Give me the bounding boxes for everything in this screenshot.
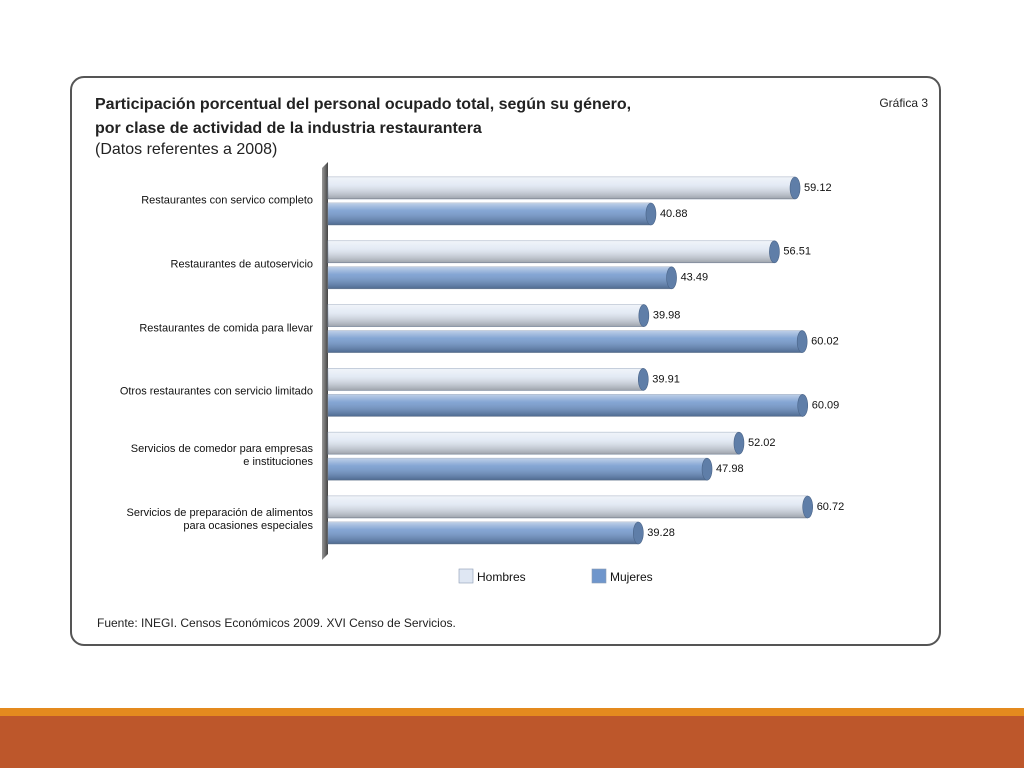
chart-card: [70, 76, 941, 646]
value-label: 39.91: [652, 373, 680, 385]
bar: [327, 176, 801, 200]
footer-band: [0, 716, 1024, 768]
chart-title: Participación porcentual del personal oc…: [95, 96, 632, 137]
value-label: 52.02: [748, 437, 776, 449]
value-label: 60.72: [817, 501, 845, 513]
value-label: 40.88: [660, 208, 688, 220]
bar: [327, 431, 745, 455]
value-label: 43.49: [681, 272, 709, 284]
bar: [327, 330, 808, 353]
category-label: Restaurantes de autoservicio: [170, 258, 313, 271]
bar: [327, 202, 657, 226]
value-label: 39.98: [653, 310, 681, 322]
legend-label: Hombres: [477, 570, 526, 584]
footer-stripe: [0, 708, 1024, 716]
category-label: Servicios de comedor para empresas e ins…: [130, 443, 313, 469]
bar: [327, 304, 650, 327]
bar: [327, 240, 780, 264]
category-label: Restaurantes con servico completo: [141, 194, 313, 207]
chart-subtitle: (Datos referentes a 2008): [95, 141, 278, 158]
legend-swatch: [458, 568, 474, 584]
source-note: Fuente: INEGI. Censos Económicos 2009. X…: [97, 616, 456, 630]
bar: [327, 457, 713, 481]
value-label: 47.98: [716, 463, 744, 475]
category-label: Otros restaurantes con servicio limitado: [119, 385, 313, 398]
legend-label: Mujeres: [610, 570, 653, 584]
axis-wall: [322, 162, 328, 560]
bar: [327, 394, 809, 417]
bar: [327, 266, 677, 290]
legend-swatch: [591, 568, 607, 584]
bar: [327, 521, 644, 545]
value-label: 60.09: [812, 399, 840, 411]
category-label: Servicios de preparación de alimentos pa…: [126, 507, 314, 532]
chart-number: Gráfica 3: [879, 96, 928, 110]
value-label: 56.51: [783, 246, 811, 258]
value-label: 60.02: [811, 336, 839, 348]
category-label: Restaurantes de comida para llevar: [139, 322, 313, 335]
value-label: 59.12: [804, 182, 832, 194]
bar: [327, 368, 649, 391]
bar: [327, 495, 813, 519]
value-label: 39.28: [647, 527, 675, 539]
